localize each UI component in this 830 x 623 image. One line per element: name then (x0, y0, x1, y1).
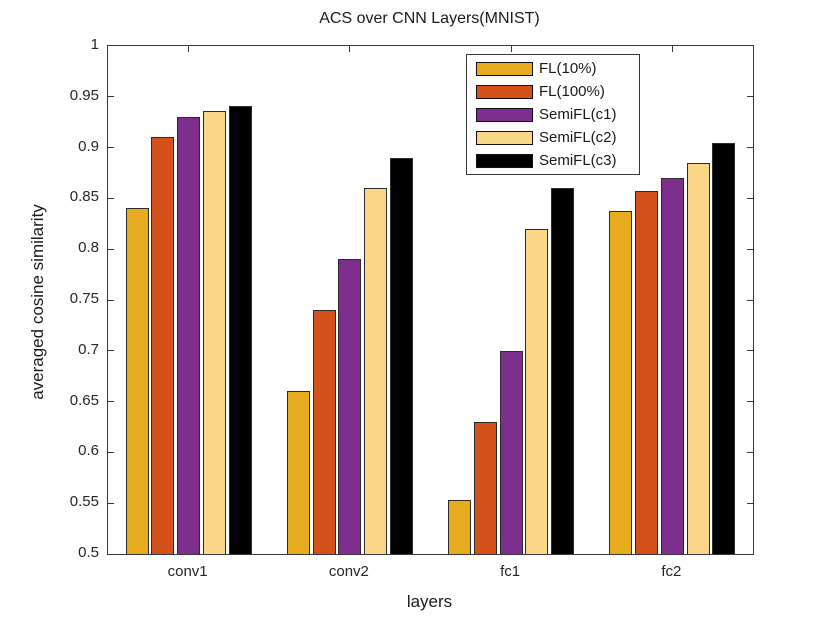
y-tick-mark (747, 401, 753, 403)
y-tick-mark (747, 147, 753, 149)
legend-swatch (476, 61, 533, 76)
bar-SemiFL(c3)-conv2 (389, 157, 413, 554)
bar-SemiFL(c1)-fc1 (499, 350, 523, 554)
legend-label: SemiFL(c3) (539, 152, 617, 169)
legend-item: FL(100%) (467, 82, 639, 102)
legend-label: SemiFL(c2) (539, 129, 617, 146)
x-tick-label: conv2 (328, 563, 369, 580)
legend-label: SemiFL(c1) (539, 106, 617, 123)
bar-SemiFL(c1)-conv2 (338, 259, 362, 554)
bar-SemiFL(c3)-conv1 (228, 105, 252, 554)
bar-FL(100%)-conv1 (151, 137, 175, 554)
y-tick-label: 0.55 (69, 493, 99, 511)
y-tick-label: 0.65 (69, 391, 99, 409)
bar-FL(100%)-fc2 (635, 191, 659, 554)
legend-label: FL(10%) (539, 60, 597, 77)
y-tick-label: 0.7 (78, 340, 99, 358)
y-tick-mark (747, 451, 753, 453)
bar-SemiFL(c3)-fc2 (712, 142, 736, 554)
y-tick-mark (747, 96, 753, 98)
y-tick-label: 0.9 (78, 137, 99, 155)
y-tick-label: 0.5 (78, 544, 99, 561)
bar-FL(100%)-conv2 (312, 310, 336, 554)
bar-SemiFL(c2)-conv2 (364, 188, 388, 554)
y-tick-label: 1 (90, 36, 99, 53)
legend-item: SemiFL(c1) (467, 105, 639, 125)
bar-SemiFL(c3)-fc1 (551, 188, 575, 554)
plot-area (107, 45, 754, 555)
bar-SemiFL(c1)-conv1 (177, 117, 201, 554)
bar-SemiFL(c1)-fc2 (660, 178, 684, 554)
bar-FL(10%)-conv2 (286, 391, 310, 554)
y-tick-mark (108, 96, 114, 98)
y-tick-label: 0.8 (78, 239, 99, 257)
x-tick-mark (349, 46, 351, 52)
y-tick-mark (108, 248, 114, 250)
bar-FL(100%)-fc1 (473, 421, 497, 554)
x-tick-label: fc2 (661, 563, 682, 580)
y-tick-label: 0.75 (69, 290, 99, 307)
bar-SemiFL(c2)-conv1 (202, 111, 226, 554)
y-tick-mark (747, 350, 753, 352)
y-tick-mark (747, 502, 753, 504)
legend-swatch (476, 130, 533, 145)
bar-FL(10%)-conv1 (125, 207, 149, 554)
chart-title: ACS over CNN Layers(MNIST) (319, 10, 540, 27)
bar-SemiFL(c2)-fc1 (525, 228, 549, 554)
legend-item: SemiFL(c2) (467, 128, 639, 148)
legend: FL(10%) FL(100%) SemiFL(c1) SemiFL(c2) SemiF… (466, 54, 640, 175)
y-tick-mark (108, 401, 114, 403)
y-tick-mark (108, 197, 114, 199)
legend-item: FL(10%) (467, 59, 639, 79)
x-tick-label: conv1 (167, 563, 208, 580)
x-axis-label: layers (406, 592, 453, 611)
bar-SemiFL(c2)-fc2 (686, 162, 710, 554)
y-tick-mark (108, 299, 114, 301)
legend-swatch (476, 107, 533, 122)
x-tick-mark (188, 46, 190, 52)
y-tick-mark (108, 147, 114, 149)
legend-swatch (476, 153, 533, 168)
x-tick-label: fc1 (500, 563, 521, 580)
y-tick-label: 0.6 (78, 442, 99, 460)
y-tick-mark (108, 451, 114, 453)
y-tick-mark (747, 197, 753, 199)
y-tick-mark (108, 350, 114, 352)
bar-FL(10%)-fc1 (448, 500, 472, 554)
bar-FL(10%)-fc2 (609, 210, 633, 554)
y-tick-label: 0.95 (69, 86, 99, 104)
y-tick-label: 0.85 (69, 188, 99, 206)
x-tick-mark (510, 46, 512, 52)
x-tick-mark (671, 46, 673, 52)
legend-item: SemiFL(c3) (467, 151, 639, 171)
y-tick-mark (108, 502, 114, 504)
legend-swatch (476, 84, 533, 99)
y-tick-mark (747, 248, 753, 250)
y-tick-mark (747, 299, 753, 301)
legend-label: FL(100%) (539, 83, 605, 100)
